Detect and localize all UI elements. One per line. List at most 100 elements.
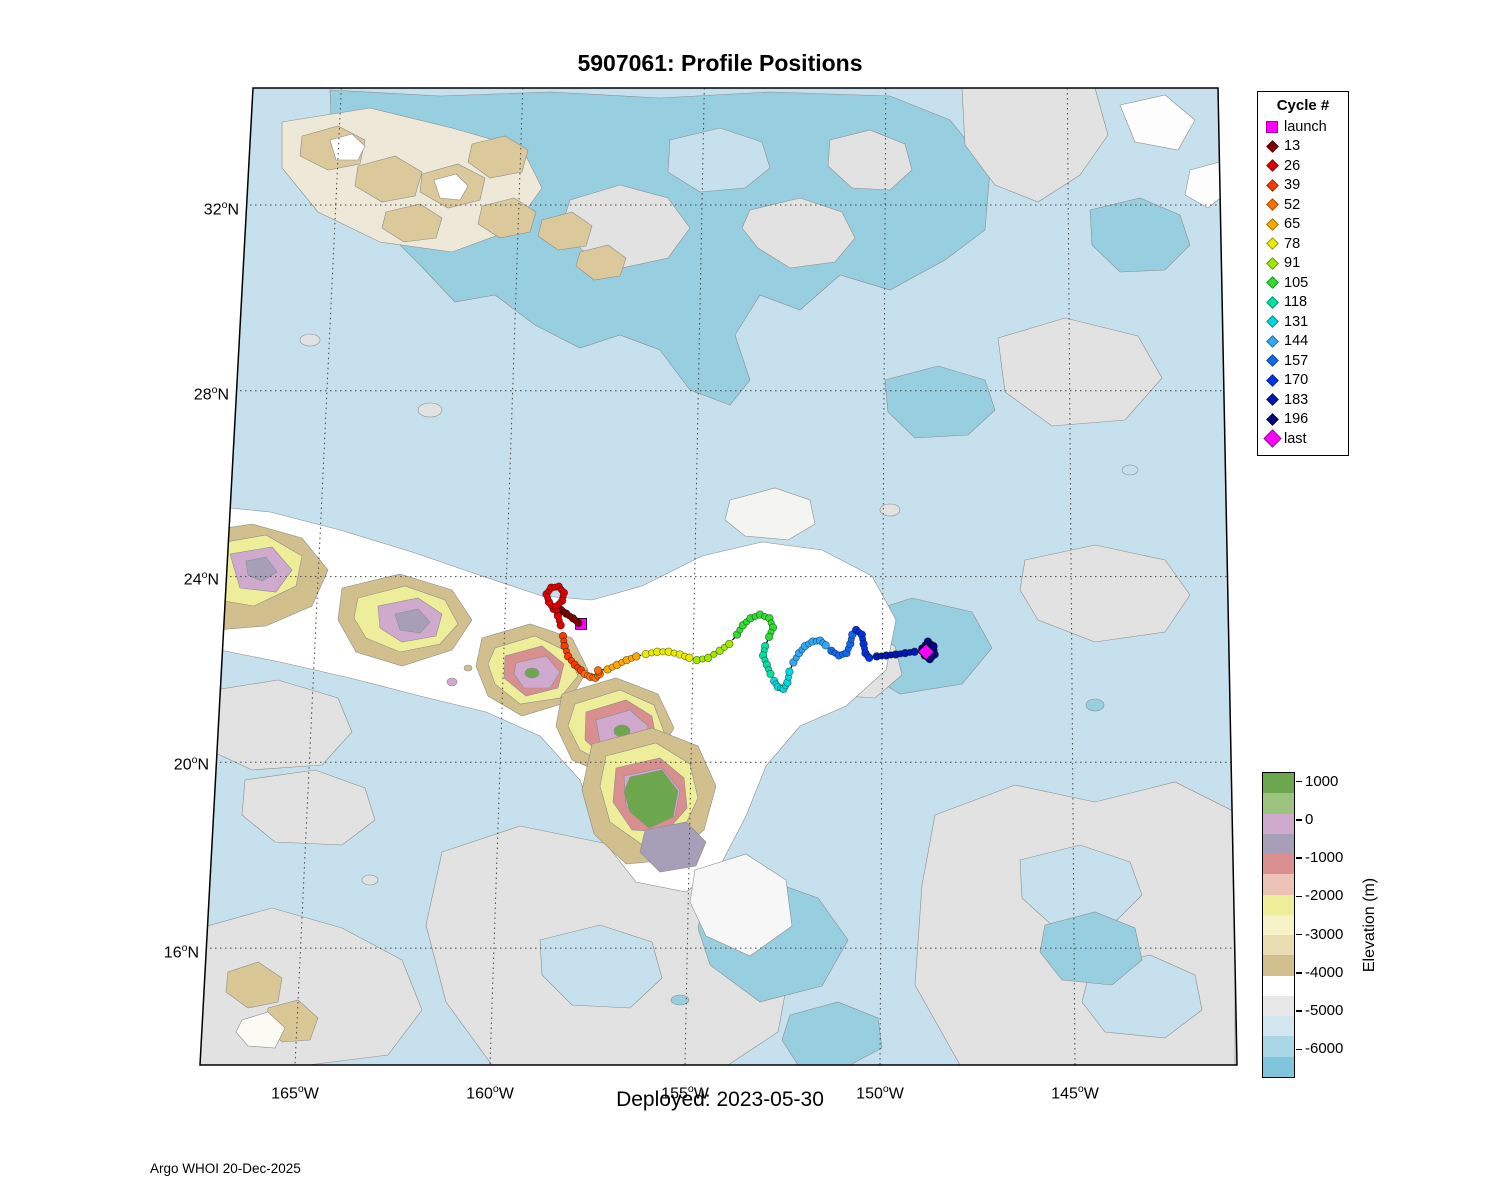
- colorbar-tick-label: -1000: [1305, 849, 1344, 867]
- map-canvas: [199, 87, 1238, 1066]
- colorbar-tickmark: [1296, 972, 1302, 974]
- colorbar-band: [1263, 833, 1294, 855]
- 183-marker: [1262, 393, 1282, 407]
- attribution-text: Argo WHOI 20-Dec-2025: [150, 1161, 301, 1176]
- legend-item-label: last: [1284, 430, 1307, 447]
- lat-tick-label: 20oN: [173, 754, 209, 774]
- colorbar: [1262, 772, 1295, 1078]
- legend-item-label: 183: [1284, 391, 1309, 408]
- colorbar-tickmark: [1296, 819, 1302, 821]
- chart-title: 5907061: Profile Positions: [577, 50, 863, 76]
- profile-position-dot: [593, 666, 603, 675]
- bathymetry-layer: [200, 88, 1236, 1065]
- legend-item-label: 13: [1284, 138, 1301, 155]
- 26-marker: [1262, 159, 1282, 173]
- 144-marker: [1262, 334, 1282, 348]
- legend-marker-icon: [1265, 217, 1279, 231]
- legend-item: 91: [1262, 254, 1344, 274]
- launch-marker: [1262, 120, 1282, 133]
- colorbar-band: [1263, 1016, 1294, 1037]
- colorbar-band: [1263, 955, 1294, 976]
- lon-tick-label: 150oW: [856, 1083, 904, 1103]
- lon-tick-label: 160oW: [466, 1083, 514, 1103]
- legend-item: 65: [1262, 215, 1344, 235]
- colorbar-band: [1263, 995, 1294, 1017]
- colorbar-tickmark: [1296, 895, 1302, 898]
- legend-marker-icon: [1265, 139, 1279, 153]
- legend-item-label: 118: [1284, 294, 1308, 311]
- colorbar-band: [1263, 854, 1294, 875]
- profile-position-dot: [704, 653, 713, 662]
- legend-item: 118: [1262, 293, 1344, 313]
- legend-item: 39: [1262, 176, 1344, 196]
- profile-position-dot: [556, 621, 565, 630]
- 52-marker: [1262, 198, 1282, 212]
- trajectory-layer: [542, 582, 939, 694]
- lon-tick-label: 145oW: [1051, 1083, 1099, 1103]
- colorbar-band: [1263, 894, 1294, 915]
- colorbar-tickmark: [1296, 1048, 1302, 1051]
- profile-position-dot: [764, 632, 774, 642]
- legend-item-label: 105: [1284, 274, 1309, 291]
- profile-position-dot: [766, 669, 775, 679]
- colorbar-band: [1263, 1056, 1294, 1077]
- 65-marker: [1262, 217, 1282, 231]
- lon-tick-label: 155oW: [661, 1083, 709, 1103]
- 39-marker: [1262, 178, 1282, 192]
- profile-position-dot: [710, 650, 718, 658]
- colorbar-band: [1263, 773, 1294, 794]
- legend-item: 105: [1262, 273, 1344, 293]
- legend-marker-icon: [1265, 295, 1279, 309]
- legend-item: 157: [1262, 351, 1344, 371]
- profile-position-dot: [865, 653, 874, 662]
- colorbar-tick-label: -4000: [1305, 963, 1344, 981]
- legend-marker-icon: [1265, 334, 1279, 348]
- colorbar-tickmark: [1296, 857, 1302, 859]
- legend-item-label: 39: [1284, 177, 1301, 194]
- legend-marker-icon: [1265, 159, 1279, 173]
- legend-item-label: 196: [1284, 411, 1309, 428]
- profile-position-dot: [632, 652, 641, 661]
- map-border: [199, 87, 1238, 1066]
- 118-marker: [1262, 295, 1282, 309]
- profile-position-dot: [785, 667, 794, 676]
- legend-item: 183: [1262, 390, 1344, 410]
- legend-marker-icon: [1266, 120, 1278, 133]
- last-position-marker: [917, 643, 935, 661]
- legend-item: 26: [1262, 156, 1344, 176]
- legend-box: Cycle # launch 13 26 39 52 65 78 91 105 118 131 144…: [1257, 91, 1349, 456]
- legend-marker-icon: [1265, 393, 1279, 407]
- colorbar-tick-label: 1000: [1305, 772, 1339, 790]
- legend-marker-icon: [1265, 276, 1279, 290]
- profile-position-dot: [685, 653, 694, 662]
- legend-item-label: 91: [1284, 255, 1301, 272]
- lon-tick-label: 165oW: [271, 1083, 319, 1103]
- colorbar-tick-label: -5000: [1305, 1002, 1344, 1020]
- deployed-caption: Deployed: 2023-05-30: [616, 1088, 824, 1111]
- colorbar-band: [1263, 975, 1294, 996]
- 13-marker: [1262, 139, 1282, 153]
- colorbar-band: [1263, 914, 1294, 936]
- legend-marker-icon: [1265, 315, 1279, 329]
- legend-item: 196: [1262, 410, 1344, 430]
- colorbar-band: [1263, 1036, 1294, 1057]
- 78-marker: [1262, 237, 1282, 251]
- 91-marker: [1262, 256, 1282, 270]
- profile-position-dot: [910, 647, 919, 656]
- legend-item-label: 157: [1284, 352, 1309, 369]
- colorbar-band: [1263, 935, 1294, 956]
- profile-position-dot: [725, 639, 734, 649]
- legend-marker-icon: [1265, 198, 1279, 212]
- legend-item: 52: [1262, 195, 1344, 215]
- lat-tick-label: 16oN: [163, 942, 199, 962]
- legend-item-label: launch: [1284, 118, 1327, 135]
- legend-item: 131: [1262, 312, 1344, 332]
- legend-item-label: 144: [1284, 333, 1309, 350]
- colorbar-axis-label: Elevation (m): [1361, 877, 1378, 973]
- 170-marker: [1262, 373, 1282, 387]
- 131-marker: [1262, 315, 1282, 329]
- legend-marker-icon: [1265, 237, 1279, 251]
- legend-marker-icon: [1265, 412, 1279, 426]
- lat-tick-label: 28oN: [193, 384, 229, 404]
- legend-item: 78: [1262, 234, 1344, 254]
